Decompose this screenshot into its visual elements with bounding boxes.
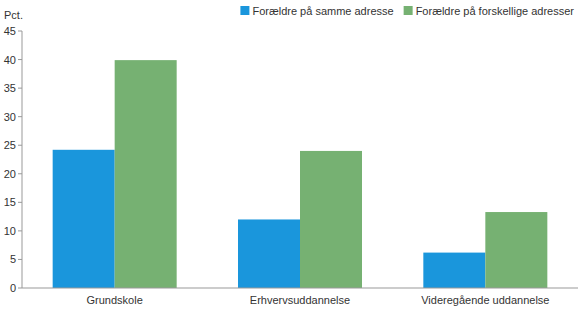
bar xyxy=(53,150,115,288)
legend-swatch xyxy=(240,6,249,15)
y-tick xyxy=(18,230,22,231)
y-tick-label: 15 xyxy=(4,196,16,208)
bar xyxy=(423,253,485,288)
y-tick-label: 25 xyxy=(4,139,16,151)
y-tick-label: 0 xyxy=(10,282,16,294)
bars xyxy=(53,60,548,288)
legend-swatch xyxy=(404,6,413,15)
bar xyxy=(485,212,547,288)
y-tick xyxy=(18,145,22,146)
y-tick-label: 5 xyxy=(10,253,16,265)
y-tick-label: 20 xyxy=(4,168,16,180)
y-tick-label: 40 xyxy=(4,54,16,66)
y-tick xyxy=(18,31,22,32)
y-tick xyxy=(18,116,22,117)
bar xyxy=(115,60,177,288)
y-tick xyxy=(18,202,22,203)
y-tick-label: 45 xyxy=(4,25,16,37)
y-axis xyxy=(22,31,23,288)
y-tick xyxy=(18,288,22,289)
y-tick-label: 35 xyxy=(4,82,16,94)
bar xyxy=(300,151,362,288)
x-tick-label: Grundskole xyxy=(87,294,143,306)
legend: Forældre på forskellige adresser Forældre… xyxy=(240,5,574,17)
chart: Pct. 0 5 10 15 20 25 30 35 40 45 Grundskole Erhvervs… xyxy=(0,0,580,312)
chart-svg: Pct. 0 5 10 15 20 25 30 35 40 45 Grundskole Erhvervs… xyxy=(0,0,580,312)
x-axis xyxy=(22,288,578,289)
y-tick xyxy=(18,259,22,260)
x-tick-label: Erhvervsuddannelse xyxy=(250,294,350,306)
x-tick-label: Videregående uddannelse xyxy=(421,294,549,306)
y-tick xyxy=(18,59,22,60)
legend-label: Forældre på samme adresse xyxy=(252,5,393,17)
y-tick-label: 10 xyxy=(4,225,16,237)
legend-label: Forældre på forskellige adresser xyxy=(416,5,575,17)
y-tick xyxy=(18,88,22,89)
y-tick xyxy=(18,173,22,174)
y-tick-label: 30 xyxy=(4,111,16,123)
y-axis-label: Pct. xyxy=(4,9,23,21)
bar xyxy=(238,219,300,288)
